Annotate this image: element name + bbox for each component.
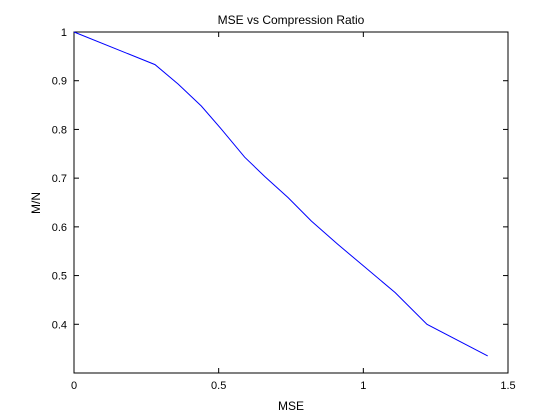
y-tick-label: 1 xyxy=(61,27,67,39)
x-tick-label: 1.5 xyxy=(500,380,515,392)
y-tick-label: 0.7 xyxy=(52,173,67,185)
y-tick-label: 0.5 xyxy=(52,271,67,283)
x-tick-label: 0 xyxy=(71,380,77,392)
y-tick-label: 0.6 xyxy=(52,222,67,234)
x-tick-label: 1 xyxy=(360,380,366,392)
y-tick-label: 0.4 xyxy=(52,319,67,331)
x-tick-label: 0.5 xyxy=(211,380,226,392)
y-axis-label: M/N xyxy=(29,192,43,214)
series-layer xyxy=(73,31,488,357)
plot-area-frame xyxy=(73,31,509,374)
y-tick-label: 0.8 xyxy=(52,124,67,136)
x-axis-label: MSE xyxy=(278,399,304,413)
y-axis-ticks: 0.4 0.5 0.6 0.7 0.8 0.9 1 xyxy=(52,27,508,331)
series-line xyxy=(73,31,488,357)
x-axis-ticks: 0 0.5 1 1.5 xyxy=(71,32,516,392)
chart-title: MSE vs Compression Ratio xyxy=(218,13,365,27)
y-tick-label: 0.9 xyxy=(52,76,67,88)
